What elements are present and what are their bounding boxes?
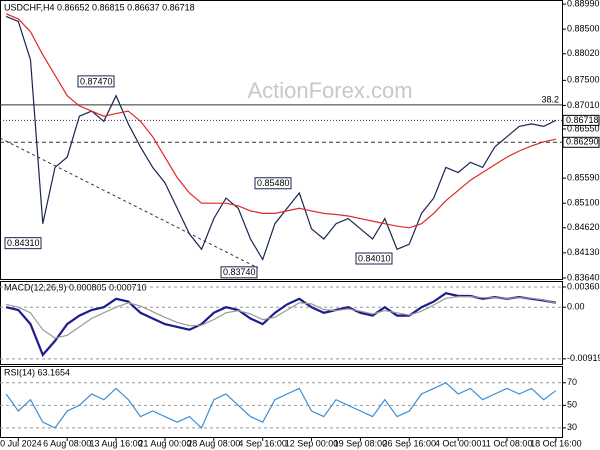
y-tick-label: 70 xyxy=(567,377,577,387)
level-label: 0.86290 xyxy=(566,137,599,147)
price-panel xyxy=(0,0,563,280)
y-tick-label: 0.88500 xyxy=(567,24,600,34)
watermark: ActionForex.com xyxy=(247,78,412,103)
x-tick-label: 13 Aug 16:00 xyxy=(90,438,143,448)
series-line xyxy=(5,13,557,229)
y-tick-label: 0.85590 xyxy=(567,173,600,183)
x-tick-label: 18 Oct 16:00 xyxy=(530,438,582,448)
price-label-box xyxy=(254,177,292,190)
x-tick-label: 19 Sep 08:00 xyxy=(334,438,388,448)
y-tick-label: 0.85100 xyxy=(567,198,600,208)
price-label: 0.83740 xyxy=(223,267,256,277)
x-tick-label: 26 Sep 16:00 xyxy=(383,438,437,448)
price-label: 0.87470 xyxy=(80,76,113,86)
price-label-box xyxy=(355,252,393,265)
x-tick-label: 30 Jul 2024 xyxy=(0,438,42,448)
price-label: 0.84010 xyxy=(358,253,391,263)
y-tick-label: 0.88990 xyxy=(567,0,600,8)
level-label: 38.2 xyxy=(541,94,559,104)
y-tick-label: 50 xyxy=(567,400,577,410)
y-tick-label: 0.88020 xyxy=(567,48,600,58)
y-tick-label: 0.87010 xyxy=(567,100,600,110)
y-tick-label: 0.00 xyxy=(567,302,585,312)
series-line xyxy=(5,292,557,357)
macd-panel xyxy=(0,281,563,365)
price-label-box xyxy=(4,237,42,250)
level-box xyxy=(562,136,600,148)
y-tick-label: 30 xyxy=(567,422,577,432)
rsi-title: RSI(14) 63.1654 xyxy=(4,367,70,377)
y-tick-label: -0.009198 xyxy=(567,353,600,363)
x-tick-label: 4 Sep 16:00 xyxy=(238,438,287,448)
macd-title: MACD(12,26,9) 0.000805 0.000710 xyxy=(4,282,147,292)
price-label-box xyxy=(220,266,258,279)
y-tick-label: 0.84130 xyxy=(567,247,600,257)
series-line xyxy=(5,15,557,261)
level-box xyxy=(562,114,600,126)
y-tick-label: 0.83640 xyxy=(567,272,600,282)
price-label-box xyxy=(77,75,115,88)
x-tick-label: 6 Aug 08:00 xyxy=(43,438,91,448)
price-title: USDCHF,H4 0.86652 0.86815 0.86637 0.8671… xyxy=(4,2,195,12)
x-tick-label: 11 Oct 08:00 xyxy=(482,438,533,448)
y-tick-label: 0.84620 xyxy=(567,222,600,232)
x-tick-label: 4 Oct 00:00 xyxy=(435,438,482,448)
y-tick-label: 0.87500 xyxy=(567,75,600,85)
series-line xyxy=(5,296,557,339)
price-label: 0.85480 xyxy=(257,178,290,188)
price-label: 0.84310 xyxy=(7,238,40,248)
level-label: 0.86718 xyxy=(566,115,599,125)
x-tick-label: 21 Aug 00:00 xyxy=(138,438,191,448)
trend-line xyxy=(0,137,259,269)
x-tick-label: 12 Sep 00:00 xyxy=(285,438,339,448)
x-tick-label: 28 Aug 08:00 xyxy=(187,438,240,448)
y-tick-label: 0.003608 xyxy=(567,281,600,291)
series-line xyxy=(5,382,557,429)
rsi-panel xyxy=(0,366,563,438)
y-tick-label: 0.86550 xyxy=(567,123,600,133)
